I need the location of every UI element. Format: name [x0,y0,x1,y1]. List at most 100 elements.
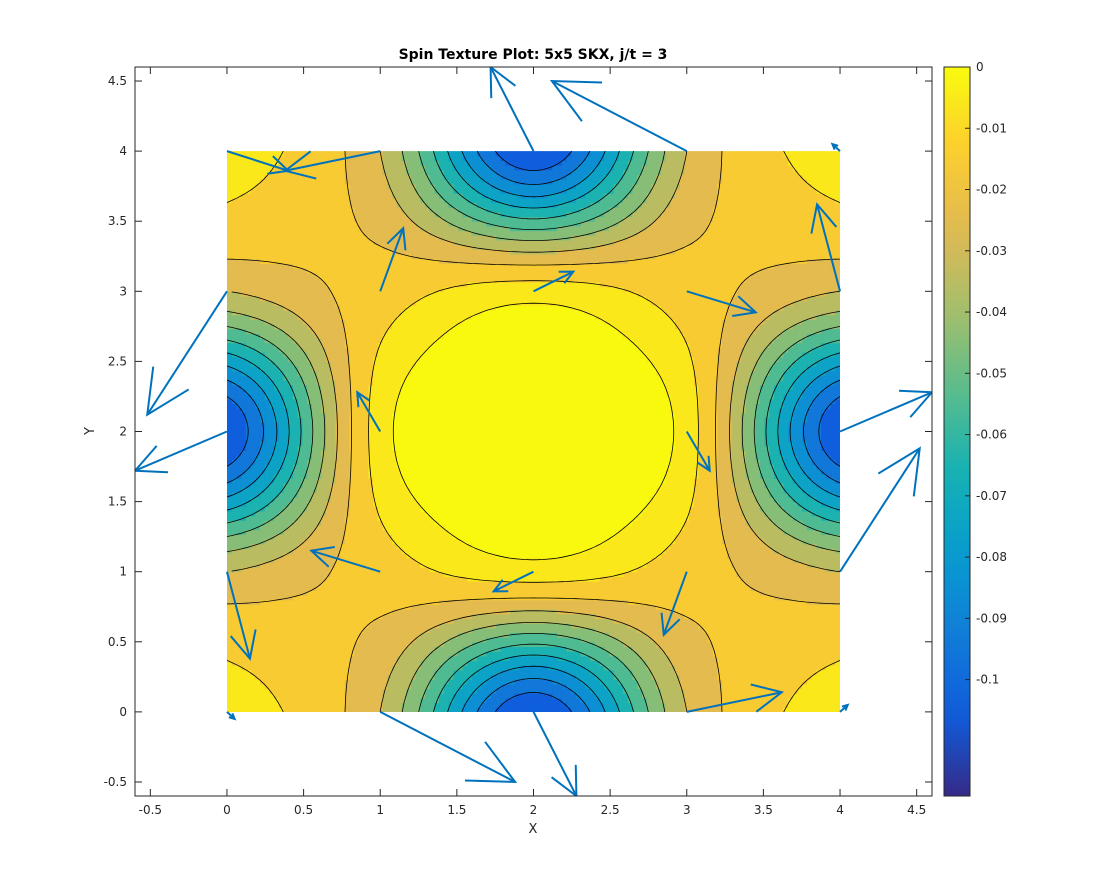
contour-cell [594,553,601,559]
contour-cell [835,618,840,624]
contour-cell [458,548,464,554]
contour-cell [453,604,459,610]
contour-cell [382,697,388,704]
contour-cell [623,538,629,545]
contour-cell [821,632,827,638]
contour-cell [660,693,667,699]
contour-cell [278,571,285,577]
contour-cell [759,543,766,549]
contour-cell [344,534,351,540]
contour-cell [476,679,483,685]
contour-cell [764,655,770,662]
contour-cell [302,604,308,610]
contour-cell [278,553,285,559]
contour-cell [788,637,794,643]
contour-cell [476,641,483,648]
contour-cell [349,604,355,610]
contour-cell [689,651,695,657]
contour-cell [575,641,582,648]
contour-cell [420,623,426,629]
contour-cell [250,538,256,545]
contour-cell [646,590,652,596]
contour-cell [410,655,417,662]
contour-cell [429,571,436,577]
contour-cell [608,609,615,615]
contour-cell [406,697,412,704]
contour-cell [311,665,318,671]
contour-cell [660,609,667,615]
contour-cell [703,567,709,573]
contour-cell [674,548,681,554]
contour-cell [736,543,742,549]
contour-cell [557,665,563,671]
contour-cell [377,609,384,615]
contour-cell [434,543,440,549]
contour-cell [566,697,572,704]
contour-cell [792,632,799,638]
contour-cell [321,581,327,587]
contour-cell [288,707,294,712]
contour-cell [608,702,615,708]
contour-cell [566,604,572,610]
contour-cell [486,618,492,624]
contour-cell [382,688,388,694]
contour-cell [825,623,832,629]
contour-cell [264,623,271,629]
contour-cell [689,557,695,563]
contour-cell [316,581,322,587]
contour-cell [241,553,247,559]
contour-cell [410,613,417,620]
contour-cell [557,637,563,643]
contour-cell [542,660,549,666]
contour-cell [660,581,667,587]
contour-cell [693,590,700,596]
contour-cell [274,543,280,549]
contour-cell [637,618,643,624]
contour-cell [726,623,733,629]
contour-cell [561,707,568,712]
contour-cell [335,590,341,596]
contour-cell [594,581,601,587]
contour-cell [340,567,346,573]
contour-cell [651,576,657,582]
contour-cell [326,697,332,704]
contour-cell [736,557,742,563]
contour-cell [321,632,327,638]
contour-cell [571,669,577,676]
contour-cell [448,641,454,648]
contour-cell [792,595,799,601]
contour-cell [472,693,478,699]
contour-cell [623,651,629,657]
contour-cell [387,679,393,685]
contour-cell [491,707,497,712]
contour-cell [326,543,332,549]
contour-cell [368,683,374,690]
contour-cell [245,604,252,610]
contour-cell [807,571,813,577]
contour-cell [542,697,549,704]
contour-cell [434,637,440,643]
contour-cell [594,660,601,666]
contour-cell [712,567,719,573]
contour-cell [486,632,492,638]
contour-cell [326,669,332,676]
contour-cell [401,688,407,694]
contour-cell [283,641,289,648]
contour-cell [307,609,313,615]
contour-cell [717,581,723,587]
contour-cell [674,693,681,699]
contour-cell [491,538,497,545]
contour-cell [594,585,601,591]
contour-cell [830,581,836,587]
contour-cell [396,623,403,629]
contour-cell [759,567,766,573]
contour-cell [316,641,322,648]
contour-cell [689,688,695,694]
contour-cell [703,609,709,615]
contour-cell [373,669,379,676]
contour-cell [387,632,393,638]
contour-cell [458,618,464,624]
contour-cell [387,585,393,591]
contour-cell [774,623,780,629]
contour-cell [774,707,780,712]
